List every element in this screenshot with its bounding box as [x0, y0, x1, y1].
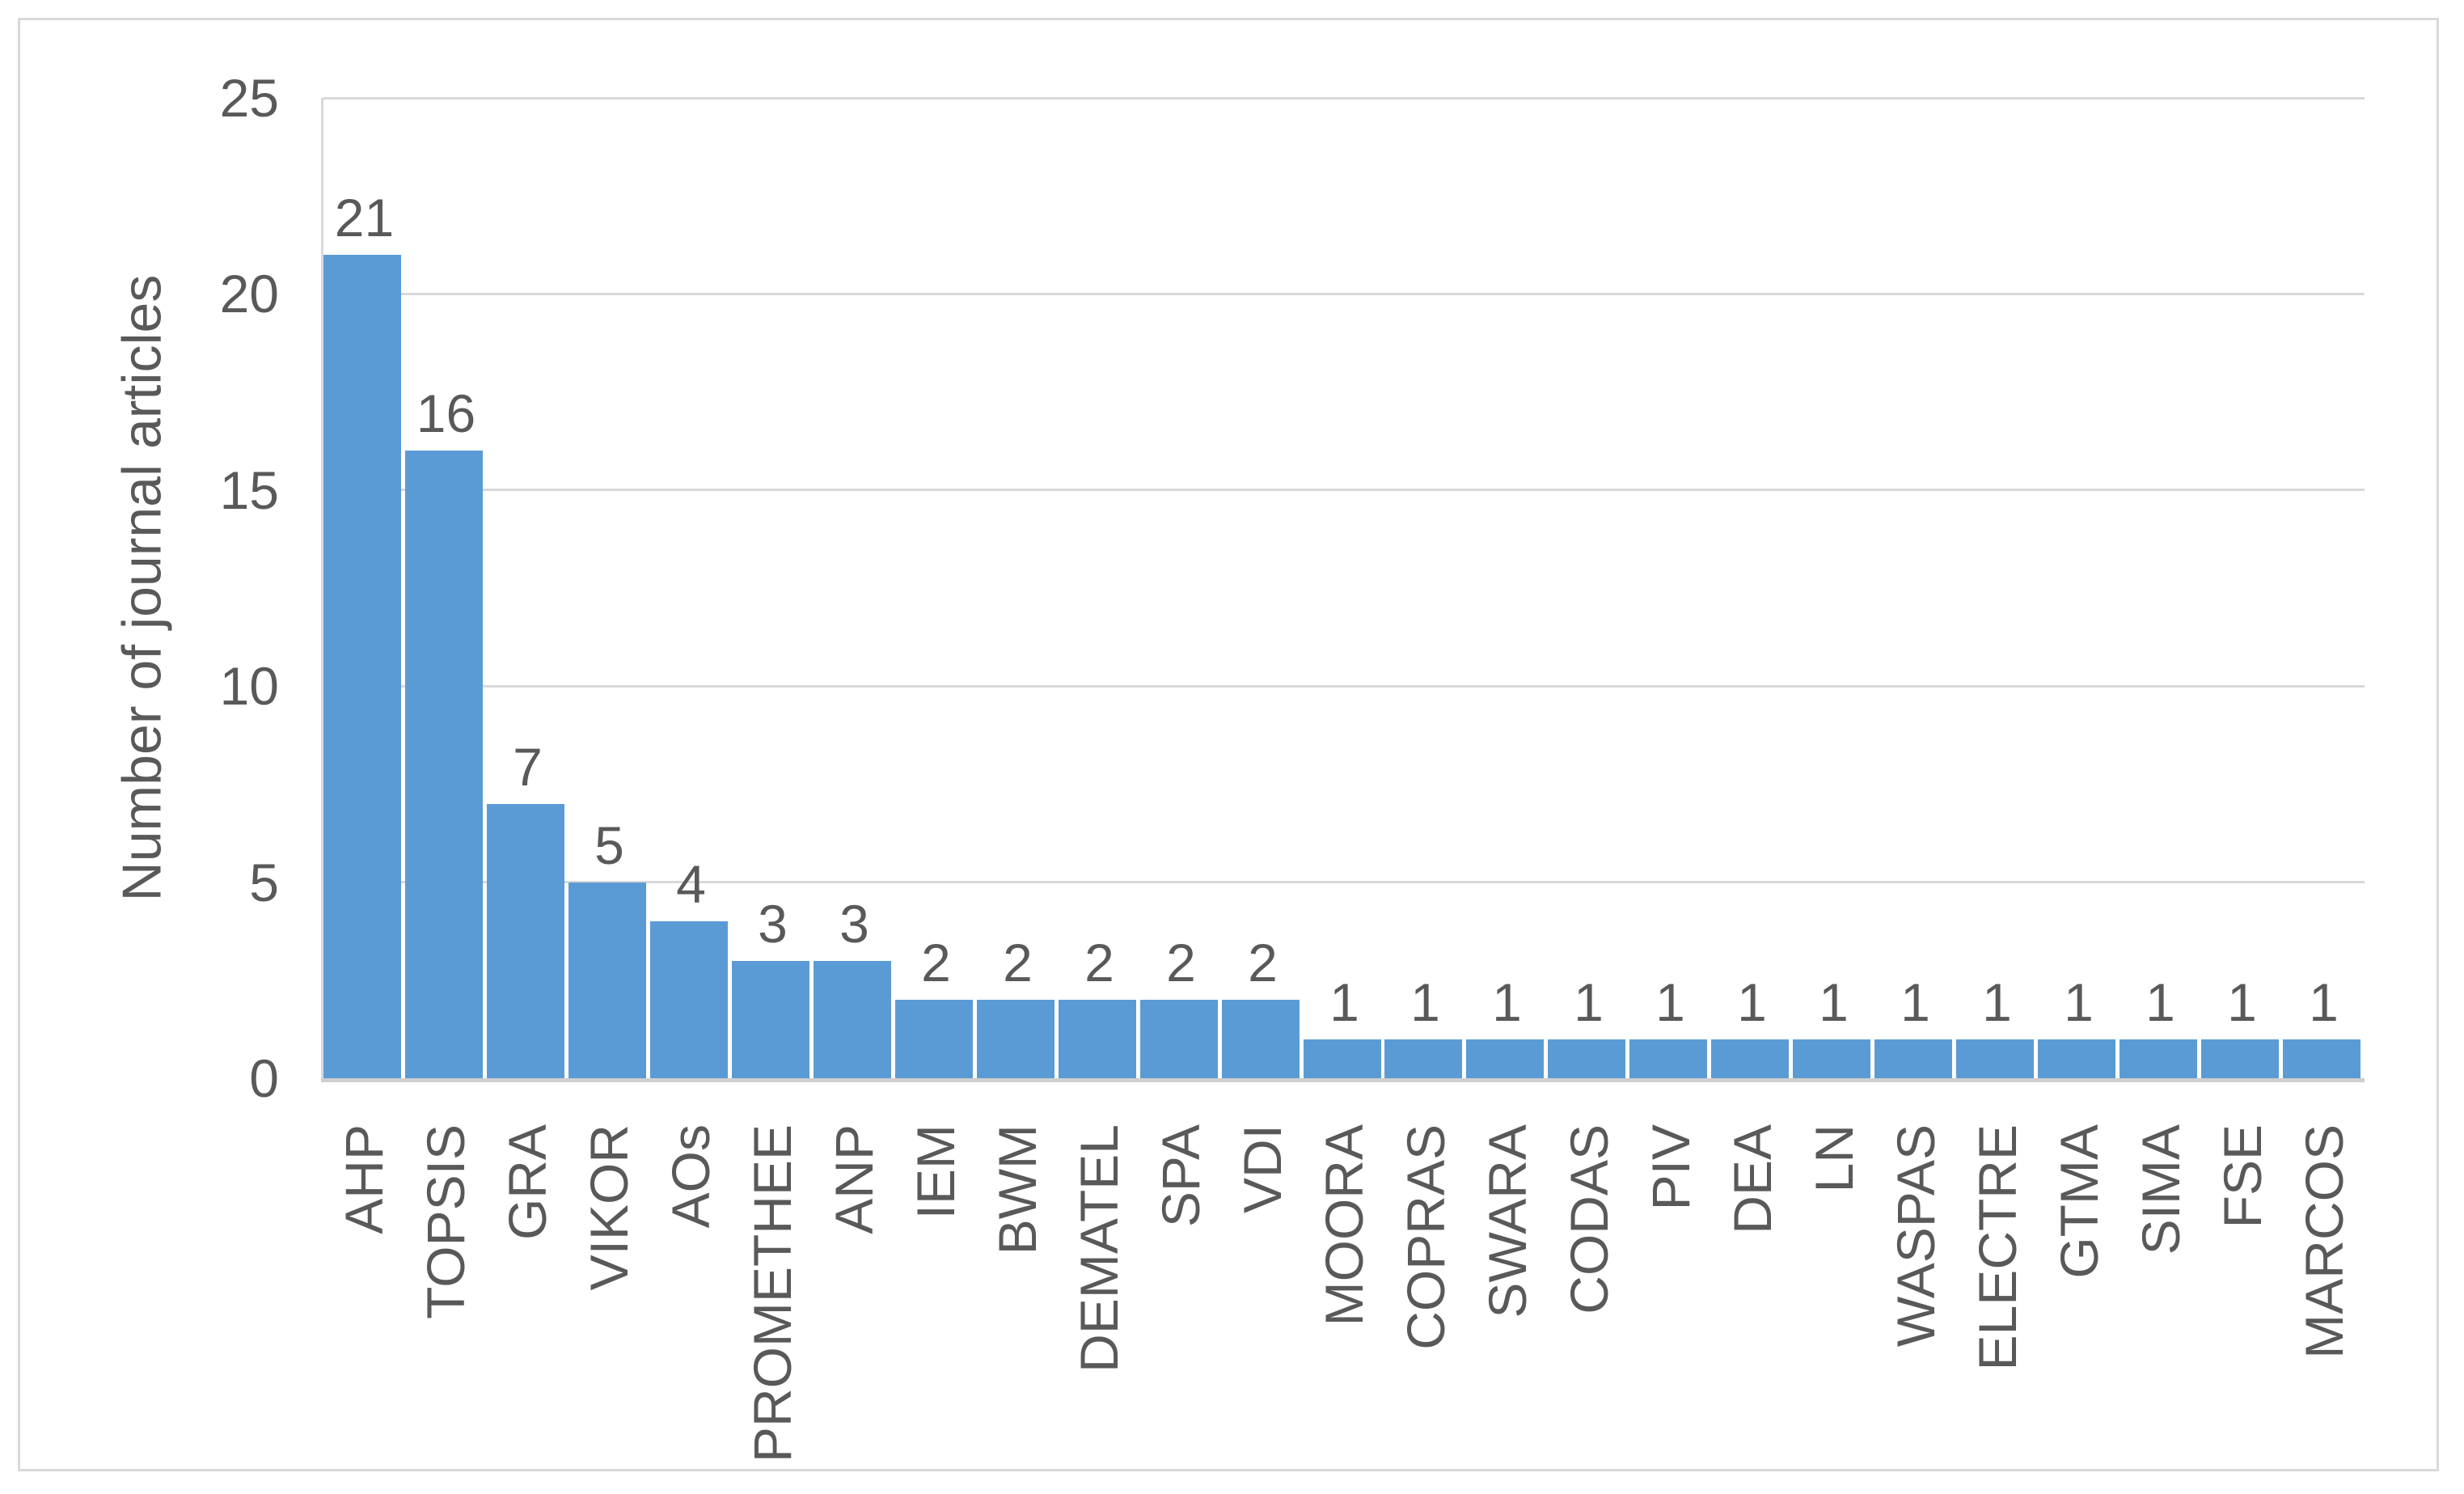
bar-value-label: 1 — [1982, 971, 2012, 1032]
x-axis-line — [321, 1078, 2365, 1082]
chart-border — [18, 18, 2439, 1471]
x-category-label: TOPSIS — [416, 1124, 475, 1319]
x-category-label: DEMATEL — [1069, 1124, 1129, 1373]
bar — [1548, 1039, 1625, 1078]
x-category-label: VDI — [1232, 1124, 1292, 1214]
bar — [323, 254, 401, 1078]
bar — [568, 882, 646, 1078]
bar-value-label: 1 — [2227, 971, 2257, 1032]
bar — [2283, 1039, 2360, 1078]
bar-value-label: 7 — [513, 736, 543, 797]
bar-value-label: 4 — [676, 854, 706, 915]
bar-value-label: 2 — [1084, 933, 1114, 993]
y-tick-label: 20 — [219, 264, 279, 324]
x-category-label: AHP — [334, 1124, 394, 1234]
bar — [405, 451, 483, 1078]
bar-value-label: 3 — [839, 893, 869, 954]
y-tick-label: 10 — [219, 656, 279, 717]
gridline — [323, 292, 2365, 295]
x-category-label: COPRAS — [1396, 1124, 1456, 1350]
x-category-label: IEM — [906, 1124, 966, 1220]
bar-value-label: 2 — [1166, 933, 1196, 993]
x-category-label: VIKOR — [579, 1124, 639, 1291]
bar — [1793, 1039, 1870, 1078]
x-category-label: MOORA — [1314, 1124, 1374, 1327]
x-category-label: MARCOS — [2294, 1124, 2354, 1359]
bar — [814, 960, 891, 1078]
x-category-label: FSE — [2213, 1124, 2272, 1229]
x-category-label: GTMA — [2049, 1124, 2109, 1279]
gridline — [323, 96, 2365, 99]
y-axis-title: Number of journal articles — [111, 274, 173, 902]
bar — [2038, 1039, 2115, 1078]
gridline — [323, 489, 2365, 492]
bar — [732, 960, 809, 1078]
bar-value-label: 21 — [334, 187, 395, 248]
bar — [650, 921, 728, 1078]
x-category-label: SPA — [1151, 1124, 1211, 1228]
x-category-label: CODAS — [1559, 1124, 1619, 1314]
bar-value-label: 1 — [1819, 971, 1849, 1032]
gridline — [323, 881, 2365, 884]
y-tick-label: 25 — [219, 68, 279, 128]
bar — [1304, 1039, 1381, 1078]
bar-value-label: 1 — [1900, 971, 1930, 1032]
y-tick-label: 15 — [219, 459, 279, 520]
bar-value-label: 2 — [1248, 933, 1278, 993]
bar — [1140, 1000, 1218, 1078]
bar — [1059, 1000, 1136, 1078]
bar — [2120, 1039, 2197, 1078]
x-category-label: ANP — [824, 1124, 884, 1234]
bar-value-label: 1 — [1655, 971, 1685, 1032]
y-axis-title-wrap: Number of journal articles — [61, 98, 222, 1078]
x-category-label: SWARA — [1477, 1124, 1537, 1318]
bar-value-label: 3 — [758, 893, 788, 954]
y-tick-label: 0 — [249, 1048, 279, 1108]
gridline — [323, 684, 2365, 688]
bar — [1874, 1039, 1952, 1078]
bar — [895, 1000, 973, 1078]
bar-value-label: 2 — [1003, 933, 1033, 993]
x-category-label: SIMA — [2131, 1124, 2191, 1255]
bar-value-label: 1 — [1574, 971, 1604, 1032]
bar — [487, 803, 564, 1078]
x-category-label: PROMETHEE — [742, 1124, 802, 1463]
bar-value-label: 1 — [2064, 971, 2094, 1032]
bar-value-label: 5 — [594, 815, 624, 875]
x-category-label: GRA — [497, 1124, 557, 1241]
bar — [977, 1000, 1054, 1078]
bar — [1222, 1000, 1300, 1078]
bar — [1711, 1039, 1789, 1078]
x-category-label: PIV — [1641, 1124, 1701, 1211]
y-tick-label: 5 — [249, 852, 279, 912]
bar — [1384, 1039, 1462, 1078]
bar — [1629, 1039, 1707, 1078]
x-category-label: WASPAS — [1886, 1124, 1946, 1348]
bar-value-label: 1 — [1492, 971, 1522, 1032]
x-category-label: AOs — [661, 1124, 721, 1229]
bar-value-label: 1 — [2309, 971, 2339, 1032]
bar-value-label: 2 — [921, 933, 951, 993]
bar — [1466, 1039, 1544, 1078]
x-category-label: LN — [1804, 1124, 1864, 1193]
bar-value-label: 16 — [416, 383, 476, 444]
x-category-label: DEA — [1722, 1124, 1782, 1234]
bar-value-label: 1 — [1329, 971, 1359, 1032]
x-category-label: ELECTRE — [1967, 1124, 2027, 1371]
y-axis-line — [321, 98, 323, 1080]
bar-value-label: 1 — [2145, 971, 2175, 1032]
x-category-label: BWM — [987, 1124, 1047, 1255]
bar — [1956, 1039, 2034, 1078]
bar-value-label: 1 — [1410, 971, 1440, 1032]
bar — [2201, 1039, 2279, 1078]
bar-value-label: 1 — [1737, 971, 1767, 1032]
